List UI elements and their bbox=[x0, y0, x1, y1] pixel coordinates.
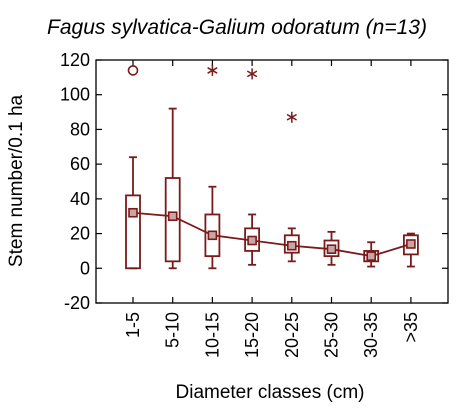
mean-marker bbox=[128, 207, 138, 218]
outlier-marker bbox=[127, 65, 139, 76]
box-2 bbox=[164, 107, 181, 270]
asterisk-stroke bbox=[286, 113, 297, 121]
extreme-marker bbox=[286, 111, 297, 123]
extreme-marker bbox=[246, 68, 258, 80]
mean-marker bbox=[406, 239, 416, 249]
box-3 bbox=[204, 185, 221, 270]
y-tick-label: -20 bbox=[64, 293, 90, 313]
y-axis-title: Stem number/0.1 ha bbox=[6, 94, 27, 267]
y-tick-label: 80 bbox=[70, 119, 90, 139]
asterisk-stroke bbox=[207, 67, 218, 74]
mean-marker bbox=[326, 244, 337, 254]
extreme-marker bbox=[207, 64, 218, 76]
box-6 bbox=[323, 230, 340, 266]
x-tick-label: 1-5 bbox=[123, 312, 143, 338]
mean-marker bbox=[247, 235, 257, 246]
iqr-box bbox=[244, 227, 261, 252]
mean-marker bbox=[167, 211, 178, 222]
x-axis: 1-5 5-10 10-15 15-20 20-25 25-30 30-35 >35 bbox=[123, 60, 421, 358]
box-8 bbox=[402, 232, 419, 268]
box-5 bbox=[283, 227, 300, 263]
chart-title: Fagus sylvatica-Galium odoratum (n=13) bbox=[47, 16, 427, 39]
x-tick-label: 25-30 bbox=[322, 312, 342, 358]
box-plot-marks bbox=[125, 64, 419, 270]
mean-marker bbox=[286, 240, 297, 251]
y-tick-label: 40 bbox=[70, 189, 90, 209]
y-axis: -20 0 20 40 60 80 100 120 bbox=[60, 50, 448, 313]
mean-marker bbox=[366, 251, 377, 261]
iqr-box bbox=[204, 213, 221, 258]
y-tick-label: 20 bbox=[70, 224, 90, 244]
x-tick-label: 10-15 bbox=[202, 312, 222, 358]
x-tick-label: >35 bbox=[401, 312, 421, 343]
y-tick-label: 120 bbox=[60, 50, 90, 70]
mean-marker bbox=[207, 230, 218, 241]
iqr-box bbox=[164, 177, 181, 263]
iqr-box bbox=[283, 234, 300, 254]
y-tick-label: 60 bbox=[70, 154, 90, 174]
x-axis-title: Diameter classes (cm) bbox=[176, 382, 365, 403]
plot-area-frame bbox=[95, 59, 449, 304]
x-tick-label: 15-20 bbox=[242, 312, 262, 358]
iqr-box bbox=[402, 234, 419, 256]
box-1 bbox=[125, 156, 141, 270]
x-tick-label: 5-10 bbox=[163, 312, 183, 348]
box-7 bbox=[363, 241, 380, 268]
x-tick-label: 30-35 bbox=[361, 312, 381, 358]
iqr-box bbox=[323, 239, 340, 258]
box-4 bbox=[244, 213, 261, 266]
y-tick-label: 0 bbox=[80, 258, 90, 278]
y-tick-label: 100 bbox=[60, 85, 90, 105]
iqr-box bbox=[363, 250, 380, 263]
iqr-box bbox=[125, 194, 141, 270]
asterisk-stroke bbox=[246, 70, 258, 78]
x-tick-label: 20-25 bbox=[282, 312, 302, 358]
